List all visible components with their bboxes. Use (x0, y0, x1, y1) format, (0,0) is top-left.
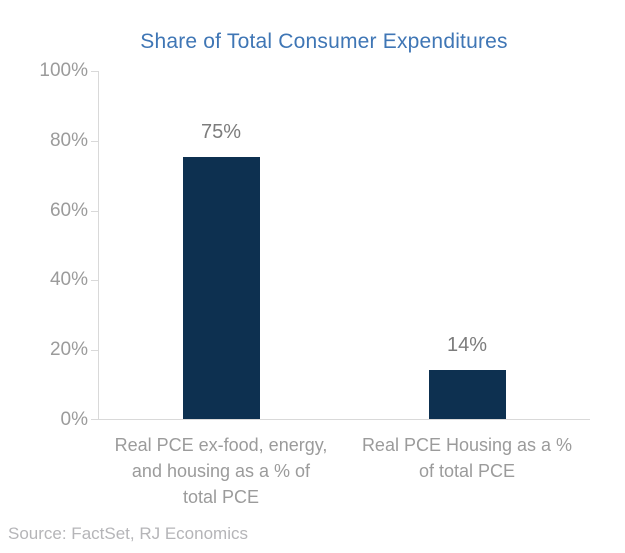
y-tick-mark (91, 141, 98, 142)
y-axis-label: 0% (60, 409, 88, 430)
y-axis-label: 100% (39, 60, 88, 81)
bar-pce-housing (429, 370, 506, 419)
x-category-label: Real PCE Housing as a % of total PCE (361, 435, 573, 481)
y-tick-mark (91, 419, 98, 420)
source-note: Source: FactSet, RJ Economics (8, 524, 248, 543)
y-axis-label: 60% (49, 200, 88, 221)
y-tick-mark (91, 71, 98, 72)
bar-value-label: 75% (200, 121, 242, 144)
chart-title: Share of Total Consumer Expenditures (140, 30, 508, 53)
x-category-label: Real PCE ex-food, energy, and housing as… (114, 435, 328, 507)
y-axis-label: 20% (49, 339, 88, 360)
y-tick-mark (91, 280, 98, 281)
x-axis-line (98, 419, 590, 420)
bar-pce-ex-food-energy-housing (183, 157, 260, 419)
y-axis-label: 40% (49, 269, 88, 290)
y-tick-mark (91, 350, 98, 351)
y-axis-line (98, 71, 99, 420)
y-axis-label: 80% (49, 130, 88, 151)
bar-value-label: 14% (446, 334, 488, 357)
plot-area: 75% 14% (91, 71, 590, 420)
y-tick-mark (91, 211, 98, 212)
